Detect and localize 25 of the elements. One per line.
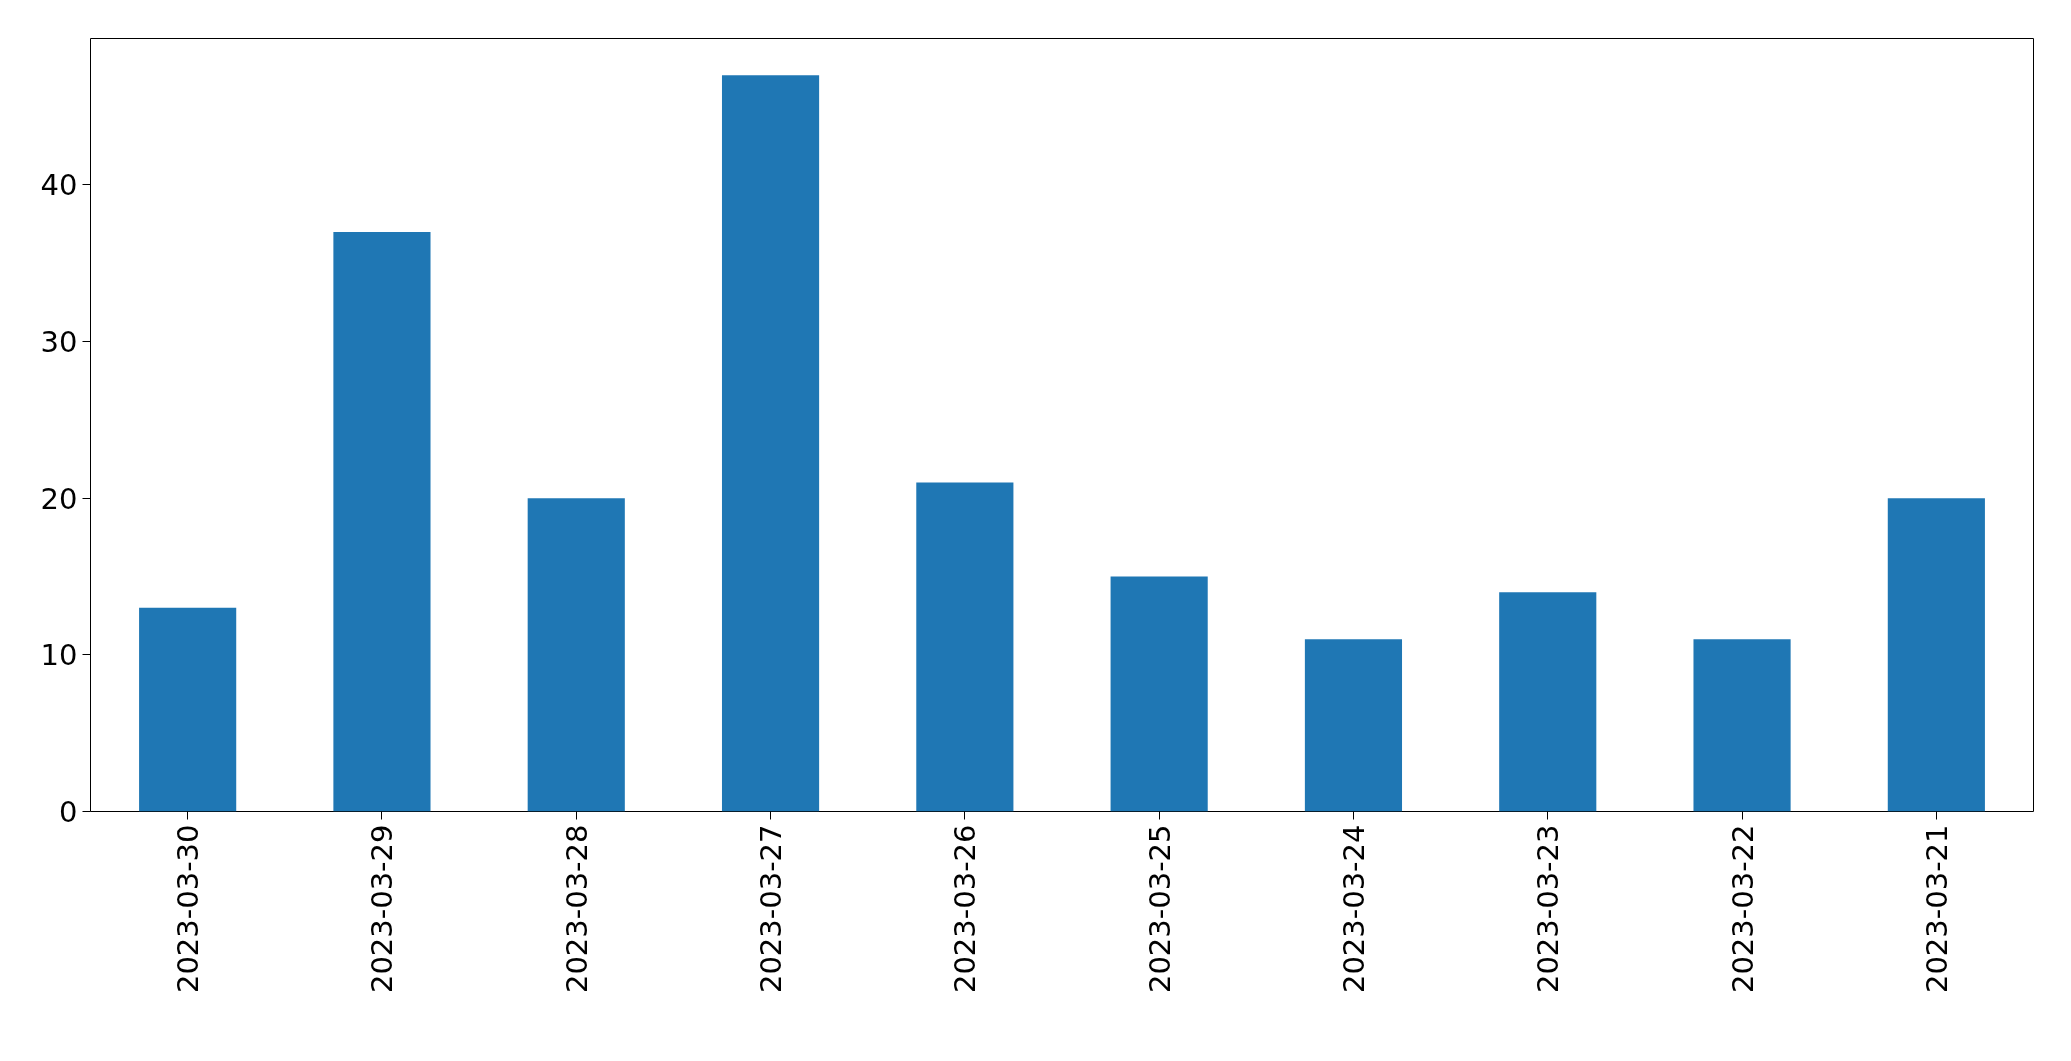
bar bbox=[721, 75, 820, 812]
bar bbox=[916, 482, 1014, 812]
x-tick-label: 2023-03-26 bbox=[948, 824, 983, 994]
x-tick-label: 2023-03-21 bbox=[1919, 824, 1954, 994]
bar bbox=[1110, 576, 1208, 812]
bar bbox=[333, 231, 431, 812]
y-tick-label: 30 bbox=[40, 325, 78, 360]
x-tick-label: 2023-03-27 bbox=[754, 824, 789, 994]
x-tick-label: 2023-03-28 bbox=[559, 824, 594, 994]
bar bbox=[1499, 592, 1597, 812]
x-tick-label: 2023-03-30 bbox=[171, 824, 206, 994]
y-tick-label: 10 bbox=[40, 638, 78, 673]
x-tick-label: 2023-03-29 bbox=[365, 824, 400, 994]
y-tick-label: 20 bbox=[40, 481, 78, 516]
x-tick-label: 2023-03-23 bbox=[1531, 824, 1566, 994]
bar bbox=[139, 607, 237, 812]
bar bbox=[527, 498, 625, 812]
bar bbox=[1887, 498, 1985, 812]
bar bbox=[1304, 639, 1403, 812]
x-tick-label: 2023-03-25 bbox=[1142, 824, 1177, 994]
x-tick-label: 2023-03-24 bbox=[1336, 824, 1371, 994]
y-tick-label: 40 bbox=[40, 168, 78, 203]
x-tick-label: 2023-03-22 bbox=[1725, 824, 1760, 994]
bar bbox=[1693, 639, 1791, 812]
y-tick-label: 0 bbox=[59, 795, 78, 829]
